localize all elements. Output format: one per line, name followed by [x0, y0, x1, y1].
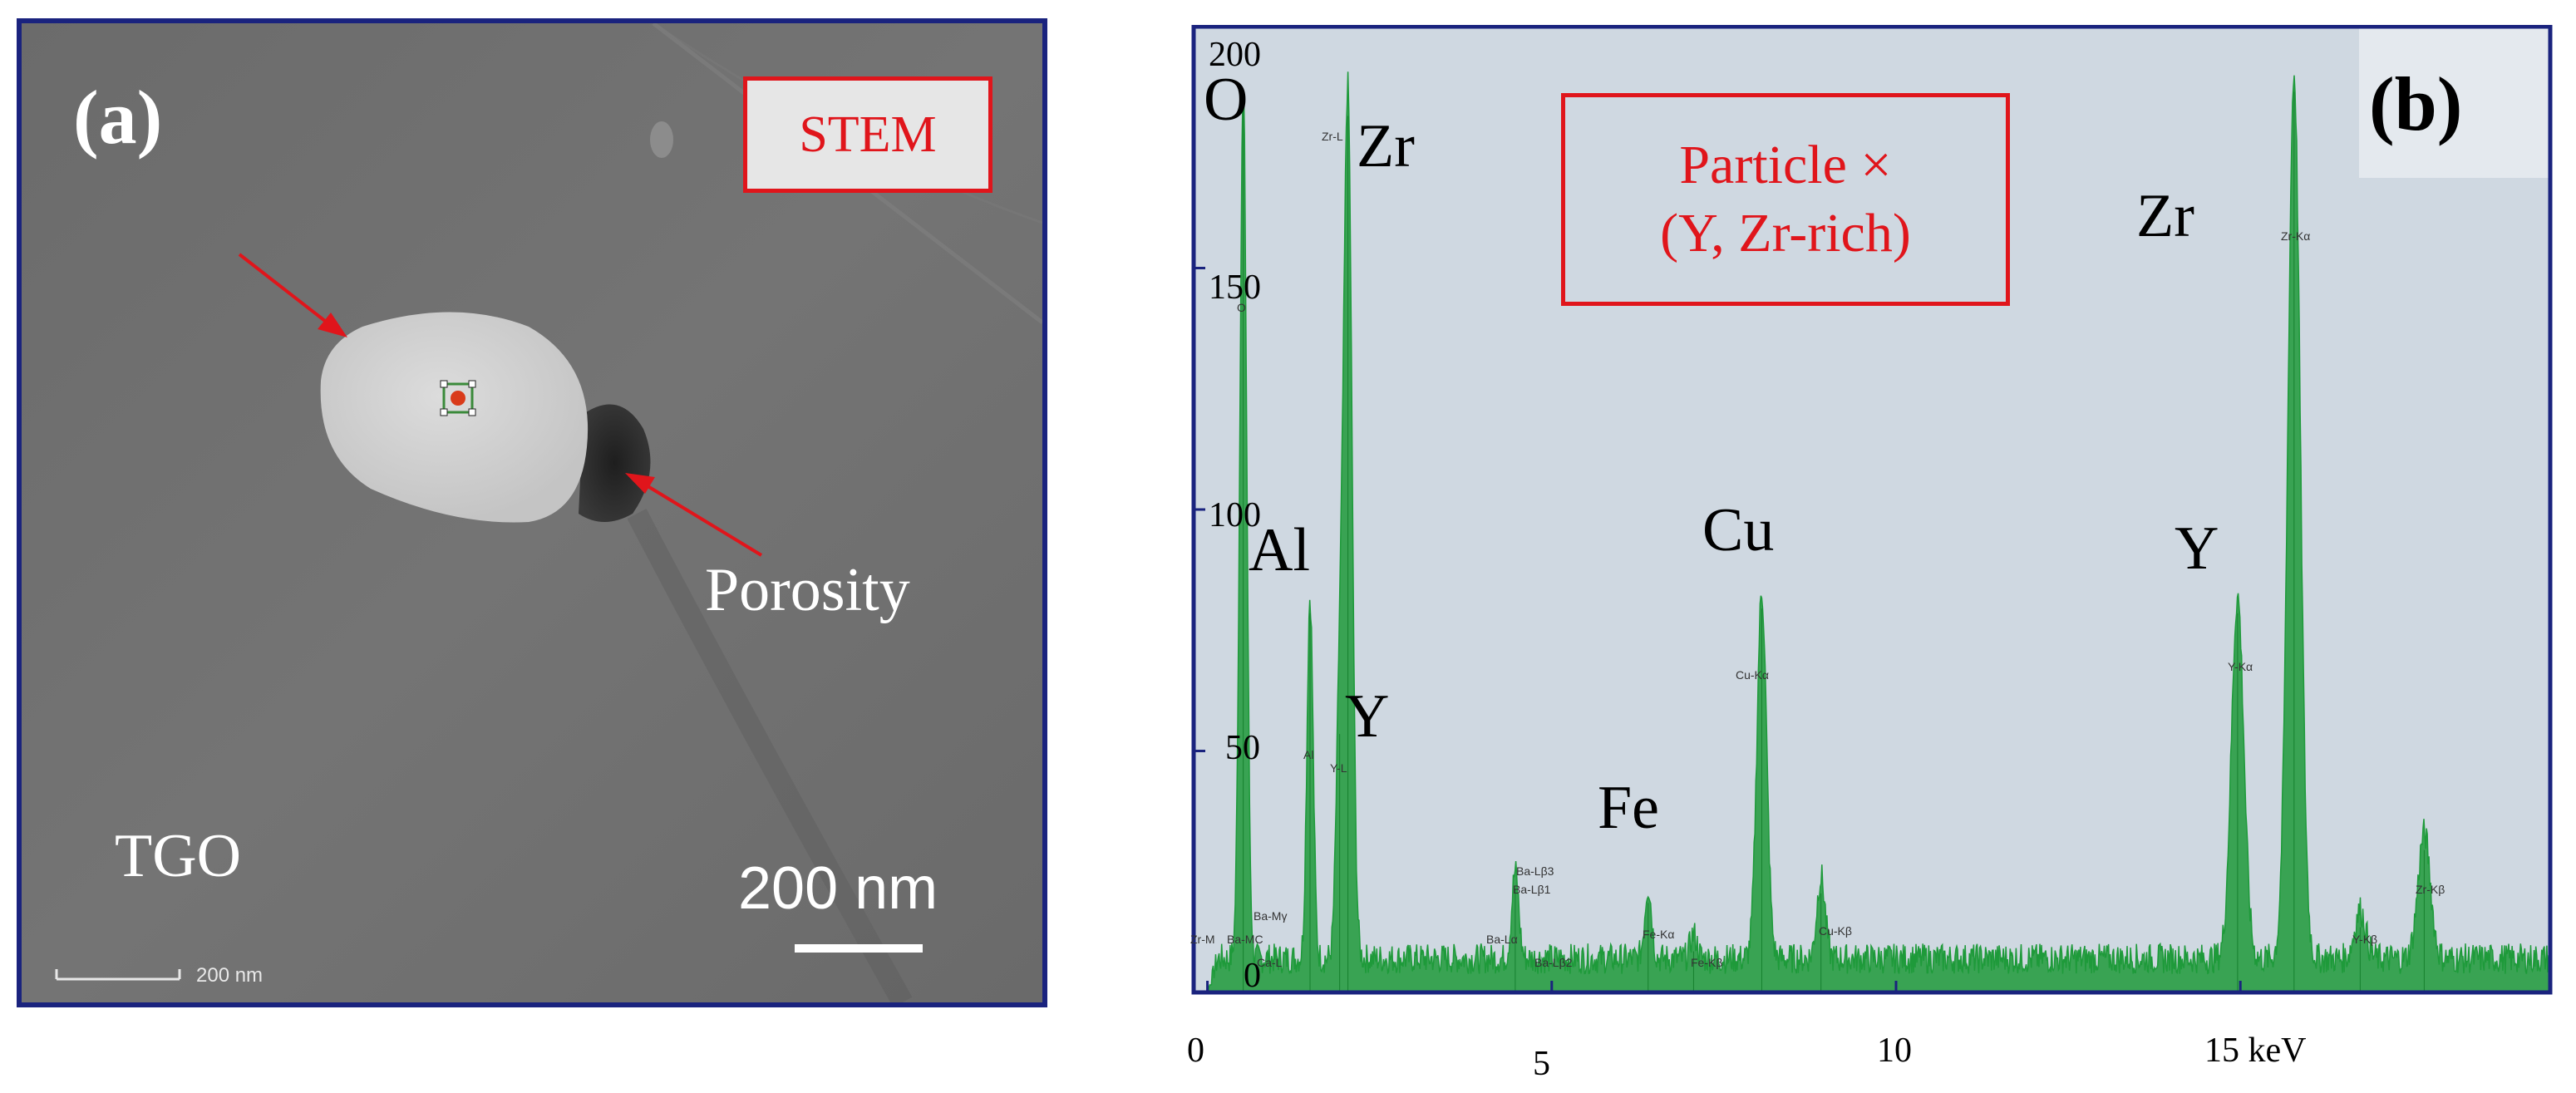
particle-line-2: (Y, Zr-rich) — [1660, 203, 1911, 263]
peak-tag: Zr-Kα — [2281, 229, 2311, 243]
panel-a-label: (a) — [73, 75, 163, 160]
peak-tag: Ba-Lα — [1486, 933, 1518, 946]
peak-label-al: Al — [1249, 516, 1310, 584]
peak-tag: Cu-Kβ — [1819, 924, 1852, 938]
x-tick-label: 0 — [1187, 1031, 1204, 1070]
small-scale-bar — [55, 969, 181, 981]
y-tick-label: 100 — [1209, 496, 1261, 534]
peak-tag: Y-Kβ — [2352, 933, 2378, 946]
particle — [320, 312, 589, 523]
peak-label-o: O — [1204, 66, 1249, 134]
peak-tag: Zr-M — [1190, 933, 1215, 946]
measurement-marker-icon — [440, 380, 476, 416]
scale-bar — [795, 944, 923, 953]
y-tick-label: 200 — [1209, 36, 1261, 74]
peak-tag: Y-Kα — [2228, 660, 2253, 673]
peak-tag: Y-L — [1330, 761, 1347, 775]
peak-tag: Ca-L — [1257, 956, 1283, 969]
y-tick-label: 150 — [1209, 268, 1261, 307]
x-tick-label: 15 keV — [2204, 1031, 2307, 1070]
peak-tag: O — [1237, 301, 1246, 314]
peak-tag: Zr-Kβ — [2416, 883, 2445, 896]
porosity-label: Porosity — [705, 556, 910, 624]
eds-spectrum-panel: 200 150 100 50 0 0 5 10 15 keV O Zr Al Y… — [1177, 25, 2562, 1083]
pore-region — [579, 404, 651, 522]
grain-boundary-line — [627, 508, 913, 1002]
x-tick-label: 10 — [1877, 1031, 1912, 1070]
peak-tag: Ba-Lβ3 — [1516, 864, 1554, 878]
label-background — [2359, 28, 2549, 178]
peak-tag: Ba-Lβ2 — [1534, 956, 1573, 969]
x-tick-label: 5 — [1533, 1045, 1550, 1083]
peak-tag: Ba-Mγ — [1254, 909, 1288, 923]
arrow-to-particle-icon — [238, 253, 347, 337]
peak-tag: Ba-Lβ1 — [1513, 883, 1551, 896]
peak-tag: Fe-Kβ — [1691, 956, 1723, 969]
particle-annotation: Particle × (Y, Zr-rich) — [1561, 93, 2010, 306]
peak-label-cu: Cu — [1702, 496, 1775, 564]
peak-tag: Zr-L — [1322, 130, 1343, 143]
spectrum-series — [1194, 71, 2551, 993]
peak-label-zr-l: Zr — [1357, 112, 1415, 180]
peak-label-fe: Fe — [1598, 774, 1659, 842]
peak-tag: Al — [1303, 748, 1314, 761]
peak-label-y-l: Y — [1345, 682, 1390, 751]
peak-label-zr-k: Zr — [2136, 182, 2194, 250]
peak-tag: Fe-Kα — [1643, 928, 1675, 941]
peak-tag: Cu-Kα — [1736, 668, 1769, 682]
particle-line-1: Particle × — [1679, 134, 1892, 195]
small-scale-label: 200 nm — [196, 964, 264, 987]
y-tick-label: 0 — [1244, 957, 1261, 995]
stem-badge: STEM — [743, 76, 992, 193]
tgo-label: TGO — [115, 822, 242, 890]
arrow-to-pore-icon — [625, 473, 763, 557]
scale-bar-label: 200 nm — [738, 855, 938, 922]
small-speck — [650, 121, 673, 158]
y-tick-label: 50 — [1225, 729, 1260, 767]
stem-image-panel: (a) STEM Porosity TGO 200 nm 200 nm — [17, 18, 1047, 1007]
panel-b-label: (b) — [2369, 62, 2463, 146]
peak-tag: Ba-MC — [1227, 933, 1263, 946]
peak-label-y-k: Y — [2175, 514, 2219, 583]
